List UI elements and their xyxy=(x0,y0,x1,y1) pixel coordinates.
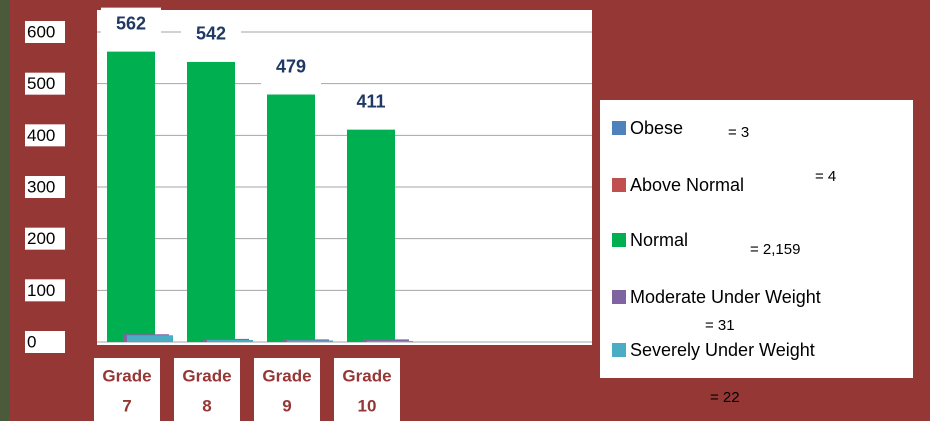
y-tick-label: 500 xyxy=(27,74,55,93)
legend-swatch xyxy=(612,178,626,192)
legend-note: = 2,159 xyxy=(750,241,800,258)
x-tick-box xyxy=(334,358,400,421)
y-tick-box xyxy=(25,331,65,353)
bar xyxy=(267,94,315,343)
legend-label: Moderate Under Weight xyxy=(630,287,821,307)
legend-label: Above Normal xyxy=(630,175,744,195)
value-label-box xyxy=(181,17,241,52)
x-tick-label: Grade xyxy=(262,366,311,385)
y-tick-label: 300 xyxy=(27,177,55,196)
legend-box xyxy=(600,100,913,378)
bar xyxy=(367,340,413,342)
y-tick-label: 100 xyxy=(27,281,55,300)
value-label: 411 xyxy=(356,91,385,111)
legend-swatch xyxy=(612,290,626,304)
bar xyxy=(107,51,155,343)
y-tick-label: 200 xyxy=(27,229,55,248)
plot-area xyxy=(97,10,592,345)
y-tick-box xyxy=(25,21,65,43)
y-tick-box xyxy=(25,227,65,250)
legend-note: = 4 xyxy=(815,168,836,185)
x-tick-label: 7 xyxy=(122,396,131,415)
y-tick-label: 400 xyxy=(27,126,55,145)
legend-note: = 22 xyxy=(710,389,740,406)
x-tick-label: 10 xyxy=(358,396,377,415)
x-tick-box xyxy=(174,358,240,421)
x-tick-label: Grade xyxy=(102,366,151,385)
bar xyxy=(127,335,173,342)
legend-note: = 31 xyxy=(705,317,735,334)
x-tick-label: Grade xyxy=(342,366,391,385)
value-label-box xyxy=(261,50,321,85)
x-tick-box xyxy=(254,358,320,421)
bar xyxy=(363,339,409,342)
y-tick-label: 0 xyxy=(27,332,36,351)
bar xyxy=(287,340,333,342)
legend-swatch xyxy=(612,121,626,135)
y-tick-box xyxy=(25,124,65,147)
x-tick-label: Grade xyxy=(182,366,231,385)
legend-note: = 3 xyxy=(728,124,749,141)
bar xyxy=(187,61,235,342)
value-label: 562 xyxy=(116,13,146,33)
legend-swatch xyxy=(612,343,626,357)
bar xyxy=(347,129,395,342)
left-strip xyxy=(0,0,10,421)
x-tick-label: 9 xyxy=(282,396,291,415)
x-tick-box xyxy=(94,358,160,421)
y-tick-box xyxy=(25,72,65,95)
legend-label: Severely Under Weight xyxy=(630,340,815,360)
value-label-box xyxy=(341,85,401,120)
bar xyxy=(207,339,253,342)
legend-label: Normal xyxy=(630,230,688,250)
value-label-box xyxy=(101,7,161,42)
legend-swatch xyxy=(612,233,626,247)
value-label: 542 xyxy=(196,24,226,44)
y-tick-label: 600 xyxy=(27,22,55,41)
value-label: 479 xyxy=(276,56,306,76)
y-tick-box xyxy=(25,279,65,302)
y-tick-box xyxy=(25,176,65,198)
legend-label: Obese xyxy=(630,118,683,138)
x-tick-label: 8 xyxy=(202,396,211,415)
